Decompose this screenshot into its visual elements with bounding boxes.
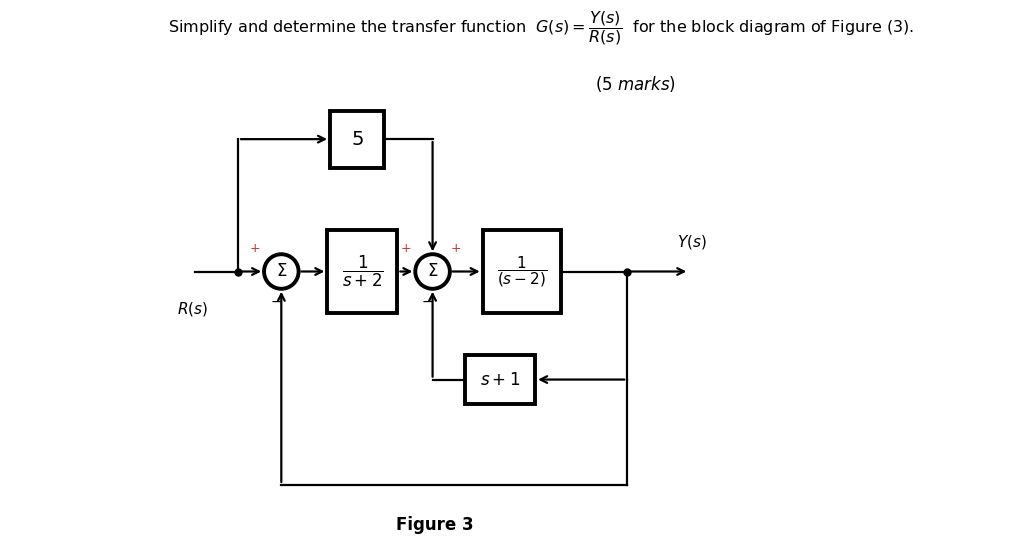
Circle shape bbox=[264, 254, 299, 289]
Bar bbox=[327, 230, 397, 313]
Text: $-$: $-$ bbox=[421, 294, 433, 308]
Text: Figure 3: Figure 3 bbox=[396, 515, 474, 534]
Text: $+$: $+$ bbox=[450, 242, 461, 255]
Text: $(5\ \mathit{marks})$: $(5\ \mathit{marks})$ bbox=[594, 74, 676, 94]
Text: $\dfrac{1}{(s-2)}$: $\dfrac{1}{(s-2)}$ bbox=[497, 254, 547, 289]
Circle shape bbox=[416, 254, 450, 289]
Bar bbox=[465, 355, 535, 404]
Text: $s+1$: $s+1$ bbox=[480, 370, 520, 389]
Text: $5$: $5$ bbox=[351, 130, 364, 149]
Text: $\Sigma$: $\Sigma$ bbox=[275, 262, 287, 281]
Text: $+$: $+$ bbox=[249, 242, 260, 255]
Bar bbox=[483, 230, 561, 313]
Text: $R(s)$: $R(s)$ bbox=[177, 300, 207, 318]
Text: $\dfrac{1}{s+2}$: $\dfrac{1}{s+2}$ bbox=[341, 254, 383, 289]
Text: $\Sigma$: $\Sigma$ bbox=[427, 262, 438, 281]
Bar bbox=[330, 111, 384, 167]
Text: $+$: $+$ bbox=[400, 242, 411, 255]
Text: $-$: $-$ bbox=[270, 294, 282, 308]
Text: $Y(s)$: $Y(s)$ bbox=[677, 233, 707, 251]
Text: Simplify and determine the transfer function  $G(s) = \dfrac{Y(s)}{R(s)}$  for t: Simplify and determine the transfer func… bbox=[168, 9, 914, 47]
